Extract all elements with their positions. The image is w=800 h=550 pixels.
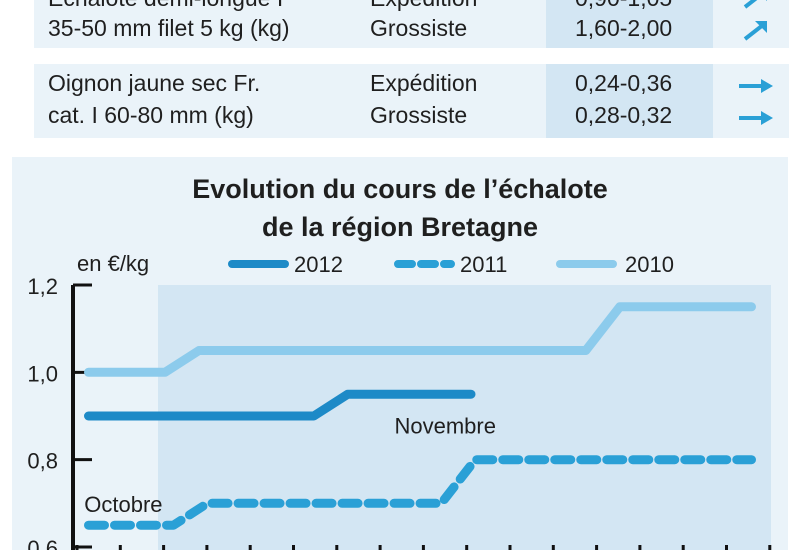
- market-stage: Expédition: [370, 70, 478, 96]
- product-name: Échalote demi-longue I: [48, 0, 283, 14]
- price-range: 1,60-2,00: [575, 15, 673, 41]
- y-tick-label: 1,2: [27, 274, 58, 299]
- series-line-2012: [84, 389, 476, 421]
- y-tick-label: 1,0: [27, 361, 58, 386]
- product-name: cat. I 60-80 mm (kg): [48, 102, 254, 128]
- arrow-up-right-icon: [737, 13, 777, 52]
- y-tick-label: 0,8: [27, 449, 58, 474]
- series-line-2011: [84, 455, 756, 530]
- chart-title: Evolution du cours de l’échalote de la r…: [0, 170, 800, 246]
- product-name: 35-50 mm filet 5 kg (kg): [48, 15, 290, 41]
- y-tick-label: 0,6: [27, 536, 58, 550]
- y-axis-label: en €/kg: [77, 251, 149, 276]
- price-column-shade: [546, 0, 713, 48]
- series-line-2010: [84, 302, 756, 377]
- price-range: 0,24-0,36: [575, 70, 673, 96]
- market-stage: Grossiste: [370, 102, 468, 128]
- price-table: Échalote demi-longue I Expédition 0,90-1…: [34, 0, 789, 138]
- chart-title-line: Evolution du cours de l’échalote: [192, 174, 608, 204]
- price-column-shade: [546, 64, 713, 138]
- market-stage: Expédition: [370, 0, 477, 14]
- legend-label: 2012: [294, 252, 343, 277]
- legend-label: 2011: [460, 252, 507, 277]
- arrow-right-icon: [737, 68, 777, 107]
- arrow-right-icon: [737, 100, 777, 139]
- month-annotation: Octobre: [84, 492, 162, 517]
- product-name: Oignon jaune sec Fr.: [48, 70, 261, 96]
- arrow-up-right-icon: [737, 0, 777, 22]
- market-stage: Grossiste: [370, 15, 468, 41]
- price-range: 0,28-0,32: [575, 102, 673, 128]
- chart-title-line: de la région Bretagne: [261, 212, 539, 242]
- month-annotation: Novembre: [395, 413, 496, 438]
- legend-label: 2010: [625, 252, 674, 277]
- price-range: 0,90-1,05: [575, 0, 672, 14]
